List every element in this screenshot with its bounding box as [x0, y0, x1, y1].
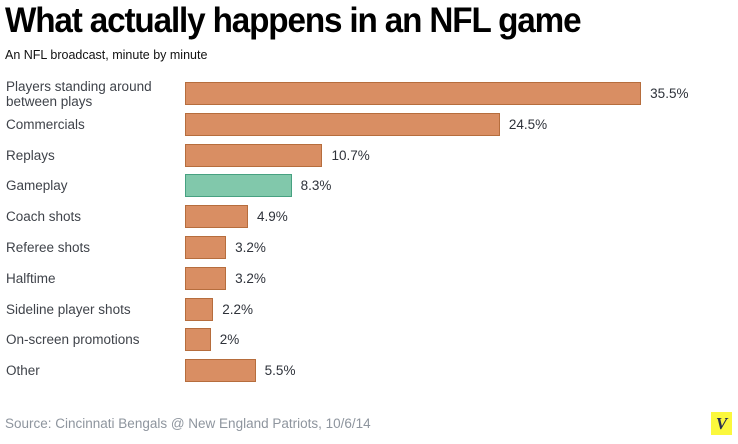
bar [185, 359, 256, 383]
bar-area: 2.2% [185, 297, 738, 321]
category-label: On-screen promotions [6, 332, 140, 348]
bar-area: 8.3% [185, 174, 738, 198]
category-label: Players standing around between plays [6, 78, 152, 109]
chart-row: Halftime 3.2% [0, 266, 738, 290]
chart-row: Players standing around between plays 35.… [0, 79, 738, 109]
bar-area: 35.5% [185, 82, 738, 105]
source-note: Source: Cincinnati Bengals @ New England… [5, 416, 371, 431]
chart-row: Other 5.5% [0, 359, 738, 383]
category-label: Coach shots [6, 209, 82, 225]
value-label: 5.5% [264, 363, 296, 379]
bar-area: 3.2% [185, 266, 738, 290]
value-label: 3.2% [235, 270, 266, 286]
bar-area: 4.9% [185, 205, 738, 229]
value-label: 8.3% [300, 178, 332, 194]
bar [185, 297, 214, 321]
chart-row: Coach shots 4.9% [0, 205, 738, 229]
chart-title: What actually happens in an NFL game [5, 1, 582, 40]
bar [185, 235, 227, 259]
bar [185, 82, 642, 105]
chart-row: Commercials 24.5% [0, 112, 738, 136]
chart-row: Replays 10.7% [0, 143, 738, 167]
value-label: 2.2% [222, 301, 254, 317]
chart-row: Gameplay 8.3% [0, 174, 738, 198]
bar-area: 24.5% [185, 112, 738, 136]
bar [185, 266, 227, 290]
value-label: 4.9% [256, 209, 288, 225]
category-label: Sideline player shots [6, 301, 131, 317]
bar-area: 5.5% [185, 359, 738, 383]
category-label: Replays [6, 147, 55, 163]
value-label: 10.7% [331, 147, 370, 163]
value-label: 2% [219, 332, 240, 348]
vox-logo: V [711, 412, 732, 435]
category-label: Gameplay [6, 178, 68, 194]
bar-area: 3.2% [185, 235, 738, 259]
bar [185, 112, 500, 136]
chart-row: Sideline player shots 2.2% [0, 297, 738, 321]
bar [185, 205, 248, 229]
category-label: Other [6, 363, 40, 379]
bar-area: 2% [185, 328, 738, 352]
bar-highlighted [185, 174, 292, 198]
category-label: Referee shots [6, 239, 91, 255]
chart-row: On-screen promotions 2% [0, 328, 738, 352]
category-label: Halftime [6, 270, 56, 286]
chart-header: What actually happens in an NFL game An … [0, 0, 738, 62]
value-label: 3.2% [235, 239, 266, 255]
bar [185, 328, 211, 352]
bar-chart: Players standing around between plays 35.… [0, 79, 738, 383]
chart-subtitle: An NFL broadcast, minute by minute [5, 48, 208, 62]
bar [185, 143, 323, 167]
vox-logo-letter: V [715, 414, 728, 433]
chart-row: Referee shots 3.2% [0, 235, 738, 259]
value-label: 24.5% [508, 116, 548, 132]
bar-area: 10.7% [185, 143, 738, 167]
value-label: 35.5% [650, 86, 689, 101]
category-label: Commercials [6, 116, 85, 132]
